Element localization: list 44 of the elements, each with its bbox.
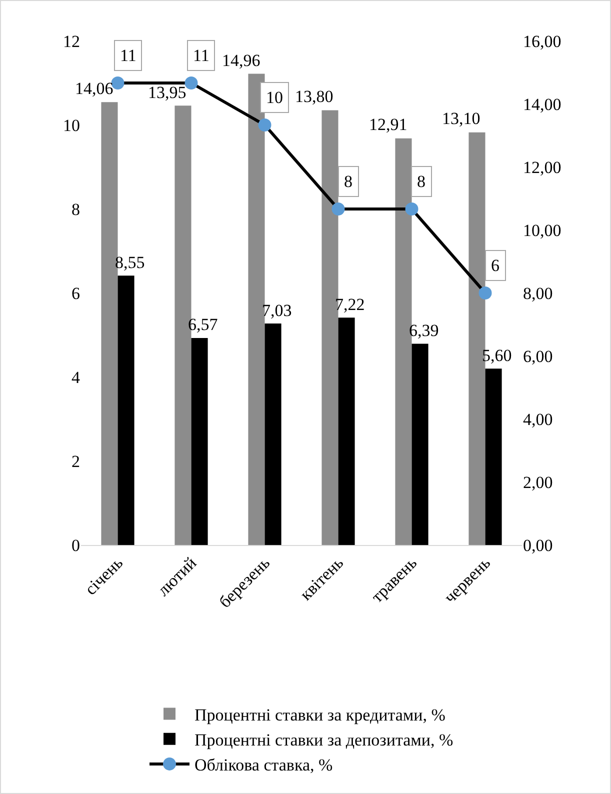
y-tick-label: 2 (72, 452, 80, 471)
y-tick-label: 0 (72, 536, 80, 555)
data-label: 13,95 (148, 83, 186, 102)
bar (338, 318, 355, 545)
data-label: 7,03 (262, 301, 292, 320)
y2-tick-label: 8,00 (523, 284, 553, 303)
y2-tick-label: 16,00 (523, 32, 562, 51)
y2-tick-label: 4,00 (523, 410, 553, 429)
bar (412, 344, 428, 545)
y2-tick-label: 6,00 (523, 346, 553, 366)
data-label: 13,10 (442, 109, 480, 128)
data-label: 8 (417, 172, 426, 191)
data-label: 6,39 (409, 321, 439, 340)
bar (248, 74, 265, 545)
data-label: 8 (344, 172, 352, 191)
data-label: 5,60 (482, 346, 512, 365)
y-tick-label: 12 (63, 32, 80, 51)
legend-label: Процентні ставки за депозитами, % (194, 730, 454, 750)
y2-tick-label: 14,00 (523, 94, 562, 114)
bar (191, 338, 208, 545)
y-tick-label: 4 (72, 368, 80, 387)
bar (118, 276, 134, 545)
y2-tick-label: 0,00 (523, 536, 553, 555)
y2-tick-label: 10,00 (523, 220, 562, 240)
data-label: 13,80 (295, 87, 334, 106)
data-label: 7,22 (335, 295, 365, 314)
data-label: 14,06 (75, 79, 114, 98)
data-label: 14,96 (222, 51, 260, 70)
bar (264, 324, 282, 545)
data-label: 11 (120, 46, 136, 65)
data-label: 6 (491, 256, 500, 275)
bar (485, 368, 502, 545)
y2-tick-label: 12,00 (523, 158, 562, 177)
legend-label: Облікова ставка, % (194, 756, 333, 775)
y-tick-label: 10 (63, 116, 80, 135)
data-label: 6,57 (188, 315, 218, 334)
legend-label: Процентні ставки за кредитами, % (194, 705, 446, 724)
y2-tick-label: 2,00 (523, 472, 553, 492)
data-label: 12,91 (369, 115, 408, 134)
data-label: 11 (193, 46, 210, 65)
data-label: 10 (266, 88, 283, 107)
y-tick-label: 8 (72, 200, 80, 219)
y-tick-label: 6 (72, 284, 80, 303)
data-label: 8,55 (115, 253, 145, 272)
